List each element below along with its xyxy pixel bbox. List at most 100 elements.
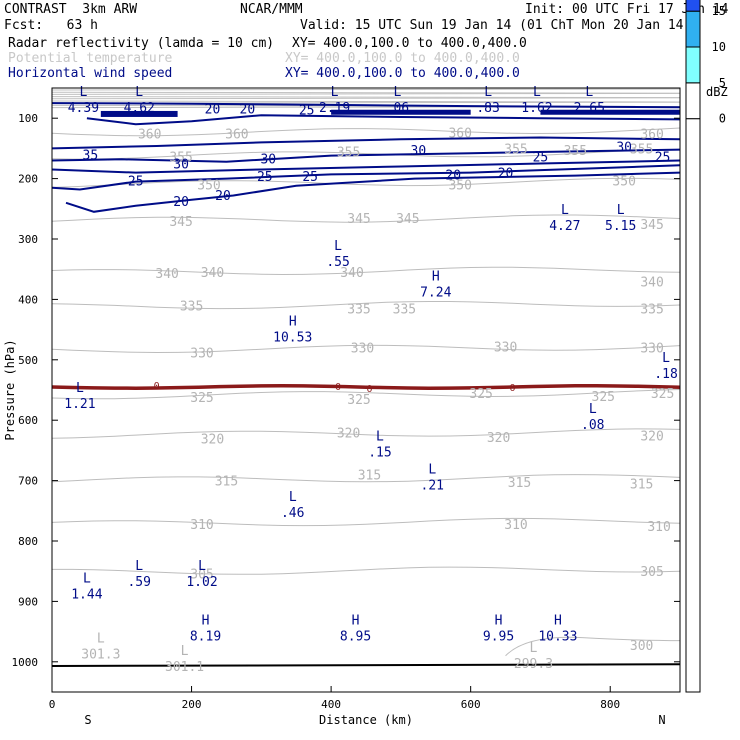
wind-label: 20 [498, 167, 514, 182]
theta-label: 330 [640, 342, 663, 357]
theta-contour-line [51, 344, 681, 354]
y-tick-label: 200 [18, 173, 38, 186]
wind-label: 20 [240, 103, 256, 118]
south-label: S [84, 713, 91, 727]
theta-label: 340 [201, 266, 224, 281]
wind-label: 30 [616, 141, 632, 156]
extremum-kind: L [376, 429, 384, 444]
extremum-value: 1.62 [521, 101, 552, 116]
extremum-marker: L.46 [281, 490, 304, 521]
extremum-kind: L [331, 85, 339, 100]
x-axis-label: Distance (km) [319, 713, 413, 727]
extremum-kind: H [352, 614, 360, 629]
extremum-value: 299.3 [514, 657, 553, 672]
wind-contour-line [51, 159, 681, 174]
colorbar-level-label: 5 [719, 76, 726, 90]
extremum-kind: H [202, 614, 210, 629]
theta-label: 310 [190, 518, 213, 533]
extremum-value: 10.33 [538, 630, 577, 645]
theta-label: 315 [630, 478, 653, 493]
y-tick-label: 600 [18, 414, 38, 427]
colorbar-cell [685, 82, 701, 120]
extremum-kind: L [533, 85, 541, 100]
y-axis-label: Pressure (hPa) [3, 339, 17, 440]
extremum-value: 4.62 [124, 101, 155, 116]
extremum-kind: L [589, 402, 597, 417]
extremum-value: .21 [421, 479, 444, 494]
theta-label: 320 [640, 429, 663, 444]
extremum-kind: L [83, 571, 91, 586]
extremum-value: 1.02 [186, 575, 217, 590]
theta-label: 355 [337, 145, 360, 160]
y-tick-label: 700 [18, 475, 38, 488]
theta-label: 345 [640, 218, 663, 233]
extremum-value: .59 [127, 575, 150, 590]
x-tick-label: 200 [182, 698, 202, 711]
extremum-value: .18 [654, 367, 677, 382]
extremum-marker: L4.27 [549, 203, 580, 234]
extremum-kind: H [432, 269, 440, 284]
field2-name: Potential temperature [8, 51, 173, 66]
theta-label: 300 [630, 639, 653, 654]
extremum-kind: L [617, 203, 625, 218]
wind-label: 25 [299, 104, 315, 119]
extremum-kind: L [585, 85, 593, 100]
wind-label: 25 [128, 174, 144, 189]
theta-label: 340 [640, 275, 663, 290]
extremum-marker: H10.53 [273, 315, 312, 346]
theta-label: 330 [190, 347, 213, 362]
theta-contours [51, 127, 681, 657]
theta-label: 360 [448, 127, 471, 142]
theta-label: 310 [504, 518, 527, 533]
theta-label: 360 [138, 127, 161, 142]
theta-label: 325 [190, 391, 213, 406]
field2-xy: XY= 400.0,100.0 to 400.0,400.0 [285, 51, 520, 66]
extremum-kind: L [181, 644, 189, 659]
extremum-marker: L.15 [368, 429, 391, 460]
theta-label: 335 [640, 302, 663, 317]
wind-label: 30 [173, 158, 189, 173]
theta-contour-line [51, 127, 681, 137]
theta-label: 325 [347, 393, 370, 408]
extremum-marker: L.83 [476, 85, 499, 116]
forecast-hour: Fcst: 63 h [4, 18, 98, 33]
extremum-kind: L [135, 559, 143, 574]
y-tick-label: 900 [18, 595, 38, 608]
extremum-kind: L [97, 632, 105, 647]
y-tick-label: 100 [18, 112, 38, 125]
extremum-value: 7.24 [420, 285, 451, 300]
theta-contour-line [51, 517, 681, 527]
extremum-marker: L2.19 [319, 85, 350, 116]
theta-label: 315 [215, 475, 238, 490]
extremum-value: 8.95 [340, 630, 371, 645]
extremum-marker: L.18 [654, 351, 677, 382]
extremum-value: 301.3 [81, 648, 120, 663]
theta-label: 305 [190, 568, 213, 583]
extremum-value: 1.44 [71, 587, 102, 602]
wind-label: 20 [205, 103, 221, 118]
theta-contour-line [51, 301, 681, 310]
extremum-kind: L [198, 559, 206, 574]
zero-dbz-label: 0 [335, 382, 341, 393]
extremum-value: 4.27 [549, 219, 580, 234]
extremum-marker: L1.02 [186, 559, 217, 590]
field1-name: Radar reflectivity (lamda = 10 cm) [8, 36, 275, 51]
y-tick-label: 500 [18, 354, 38, 367]
stratosphere-theta-line [51, 96, 681, 99]
theta-label: 355 [169, 150, 192, 165]
field3-name: Horizontal wind speed [8, 66, 173, 81]
extremum-marker: L1.62 [521, 85, 552, 116]
extremum-kind: L [76, 381, 84, 396]
theta-label: 315 [358, 469, 381, 484]
wind-label: 30 [260, 153, 276, 168]
theta-label: 330 [351, 342, 374, 357]
colorbar-level-label: 10 [712, 40, 726, 54]
theta-contour-line [51, 428, 681, 439]
wind-label: 20 [173, 195, 189, 210]
extremum-marker: H8.19 [190, 614, 221, 645]
theta-label: 315 [508, 476, 531, 491]
wind-label: 20 [215, 189, 231, 204]
extremum-kind: L [135, 85, 143, 100]
colorbar-level-label: 15 [712, 4, 726, 18]
